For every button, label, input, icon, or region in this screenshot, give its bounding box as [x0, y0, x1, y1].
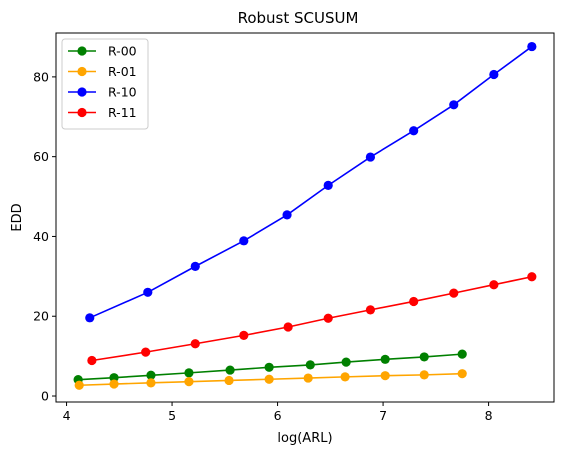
y-axis: 0 20 40 60 80 [33, 69, 56, 404]
data-point-r-01 [457, 369, 467, 379]
data-point-r-10 [527, 41, 537, 52]
data-point-r-10 [239, 236, 249, 246]
x-tick-label: 7 [379, 408, 387, 423]
legend-item: R-01 [68, 64, 137, 79]
data-point-r-11 [283, 322, 293, 332]
data-point-r-11 [365, 305, 376, 315]
data-point-r-11 [489, 280, 499, 290]
data-point-r-00 [184, 368, 194, 378]
data-point-r-11 [527, 272, 537, 282]
data-point-r-00 [109, 373, 119, 383]
data-point-r-01 [184, 377, 194, 387]
data-point-r-10 [409, 126, 419, 136]
data-point-r-10 [143, 287, 153, 297]
data-point-r-01 [146, 378, 156, 388]
x-axis: 4 5 6 7 8 [63, 402, 493, 423]
y-axis-label: EDD [10, 203, 25, 231]
x-tick-label: 6 [274, 408, 282, 423]
data-point-r-01 [74, 380, 84, 390]
y-tick-label: 80 [33, 69, 49, 84]
data-point-r-01 [380, 371, 390, 381]
data-point-r-01 [109, 379, 119, 389]
legend-marker [77, 46, 87, 56]
data-point-r-10 [365, 152, 376, 162]
data-point-r-11 [323, 313, 333, 323]
data-point-r-10 [85, 313, 95, 323]
data-point-r-11 [87, 355, 97, 366]
data-point-r-00 [264, 362, 274, 372]
data-point-r-01 [224, 375, 234, 386]
x-axis-label: log(ARL) [277, 431, 332, 446]
data-point-r-11 [449, 288, 459, 298]
chart-title: Robust SCUSUM [238, 9, 359, 27]
data-point-r-00 [380, 354, 390, 364]
plot-frame [55, 32, 555, 403]
data-point-r-01 [303, 373, 313, 383]
legend-box [61, 38, 149, 130]
data-point-r-00 [457, 349, 467, 359]
data-point-r-10 [489, 69, 499, 80]
y-tick-label: 60 [33, 149, 49, 164]
legend-item: R-10 [68, 85, 137, 100]
legend-label: R-11 [108, 105, 137, 120]
data-point-r-10 [282, 210, 292, 220]
legend-item: R-00 [68, 44, 137, 59]
data-point-r-00 [225, 365, 235, 375]
legend-label: R-10 [108, 85, 137, 100]
data-point-r-01 [340, 372, 350, 382]
legend-item: R-11 [68, 105, 137, 120]
legend-marker [77, 66, 87, 77]
data-point-r-11 [239, 330, 249, 340]
x-tick-label: 4 [63, 408, 71, 423]
data-point-r-10 [449, 100, 459, 110]
data-point-r-10 [190, 261, 200, 271]
data-point-r-00 [419, 352, 429, 362]
data-point-r-01 [419, 370, 429, 380]
y-tick-label: 20 [33, 309, 49, 324]
y-tick-label: 0 [41, 389, 49, 404]
legend-marker [77, 107, 87, 118]
data-point-r-11 [141, 347, 151, 357]
data-point-r-01 [264, 374, 274, 384]
data-point-r-00 [146, 370, 156, 380]
x-tick-label: 5 [168, 408, 176, 423]
data-point-r-10 [323, 180, 333, 190]
data-point-r-11 [409, 296, 419, 307]
legend-label: R-01 [108, 64, 137, 79]
y-tick-label: 40 [33, 229, 49, 244]
data-point-r-11 [190, 339, 200, 349]
legend: R-00 R-01 R-10 R-11 [61, 38, 149, 130]
legend-marker [77, 87, 87, 97]
data-point-r-00 [341, 357, 351, 367]
legend-label: R-00 [108, 44, 137, 59]
series-layer [73, 41, 537, 390]
data-point-r-00 [305, 360, 315, 370]
x-tick-label: 8 [485, 408, 493, 423]
